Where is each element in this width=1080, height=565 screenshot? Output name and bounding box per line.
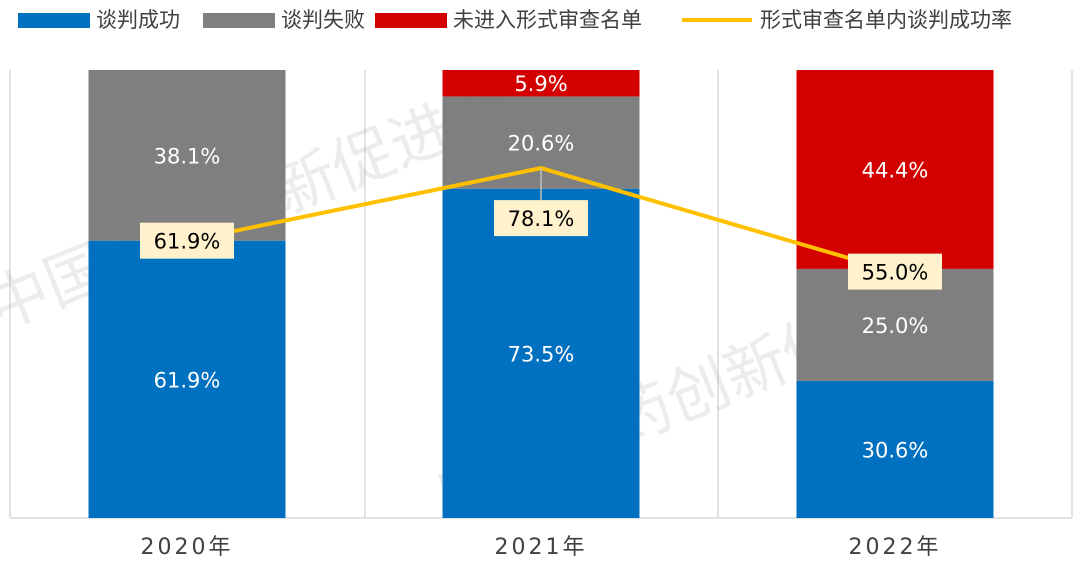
bar-value-label: 44.4% — [862, 158, 929, 182]
x-tick-label: 2020年 — [141, 535, 234, 560]
legend-swatch — [375, 13, 447, 28]
bar-value-label: 25.0% — [862, 314, 929, 338]
legend-label: 形式审查名单内谈判成功率 — [760, 8, 1012, 32]
legend-swatch — [203, 13, 275, 28]
bar-segment — [88, 70, 286, 241]
line-value-label: 61.9% — [154, 230, 221, 254]
legend-label: 谈判失败 — [281, 8, 365, 32]
legend-swatch — [18, 13, 90, 28]
bar-value-label: 73.5% — [508, 342, 575, 366]
bar-value-label: 61.9% — [154, 368, 221, 392]
bar-value-label: 20.6% — [508, 132, 575, 156]
bar-value-label: 5.9% — [514, 72, 567, 96]
x-tick-label: 2021年 — [495, 535, 588, 560]
bar-value-label: 30.6% — [862, 438, 929, 462]
legend-label: 未进入形式审查名单 — [453, 8, 642, 32]
bar-segment — [88, 240, 286, 519]
bar-segment — [796, 70, 994, 269]
x-tick-label: 2022年 — [849, 535, 942, 560]
bar-segment — [796, 380, 994, 518]
bar-segment — [442, 70, 640, 97]
bar-value-label: 38.1% — [154, 144, 221, 168]
bar-segment — [442, 188, 640, 518]
line-label-box — [848, 253, 942, 290]
legend-label: 谈判成功 — [96, 8, 180, 32]
line-label-box — [140, 222, 234, 259]
line-value-label: 55.0% — [862, 261, 929, 285]
line-label-box — [494, 200, 588, 237]
line-value-label: 78.1% — [508, 207, 575, 231]
